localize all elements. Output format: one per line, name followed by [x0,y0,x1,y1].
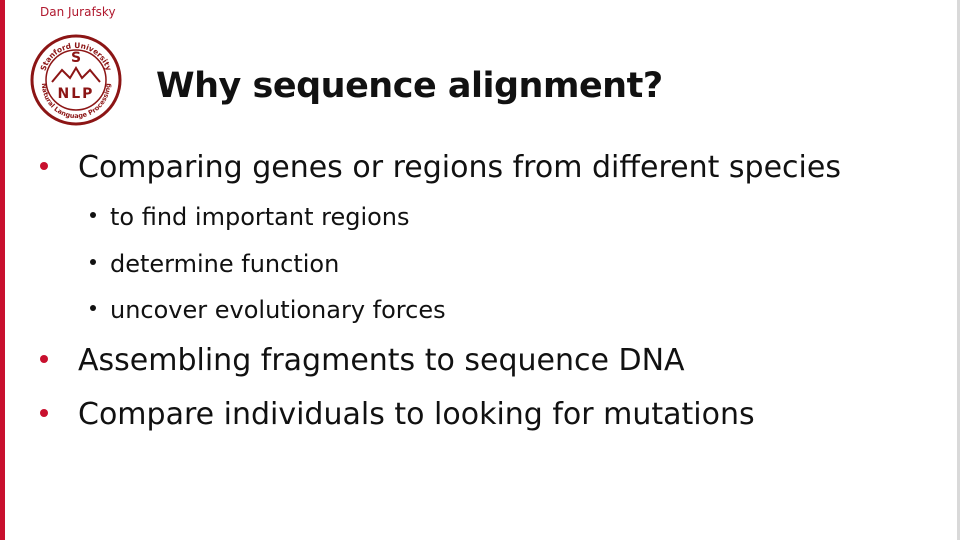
sub-bullet-text: to find important regions [110,203,410,231]
author-label: Dan Jurafsky [40,5,116,19]
sub-bullet-text: uncover evolutionary forces [110,296,446,324]
bullet-text: Comparing genes or regions from differen… [78,150,841,185]
red-bullet-icon [40,354,48,363]
stanford-nlp-logo: Stanford University Natural Language Pro… [30,34,122,126]
sub-bullet-item: determine function [90,250,339,278]
red-bullet-icon [40,161,48,170]
red-bullet-icon [40,408,48,417]
sub-bullet-item: uncover evolutionary forces [90,296,446,324]
svg-text:NLP: NLP [58,86,95,102]
left-accent-rule [0,0,5,540]
sub-bullet-text: determine function [110,250,340,278]
black-bullet-icon [90,259,96,265]
black-bullet-icon [90,212,96,218]
right-edge-rule [957,0,960,540]
black-bullet-icon [90,305,96,311]
svg-text:S: S [71,50,81,66]
bullet-item: Compare individuals to looking for mutat… [40,397,755,432]
bullet-item: Comparing genes or regions from differen… [40,150,841,185]
bullet-item: Assembling fragments to sequence DNA [40,343,685,378]
slide-title: Why sequence alignment? [156,66,663,106]
bullet-text: Assembling fragments to sequence DNA [78,343,685,378]
bullet-text: Compare individuals to looking for mutat… [78,397,755,432]
sub-bullet-item: to find important regions [90,203,410,231]
